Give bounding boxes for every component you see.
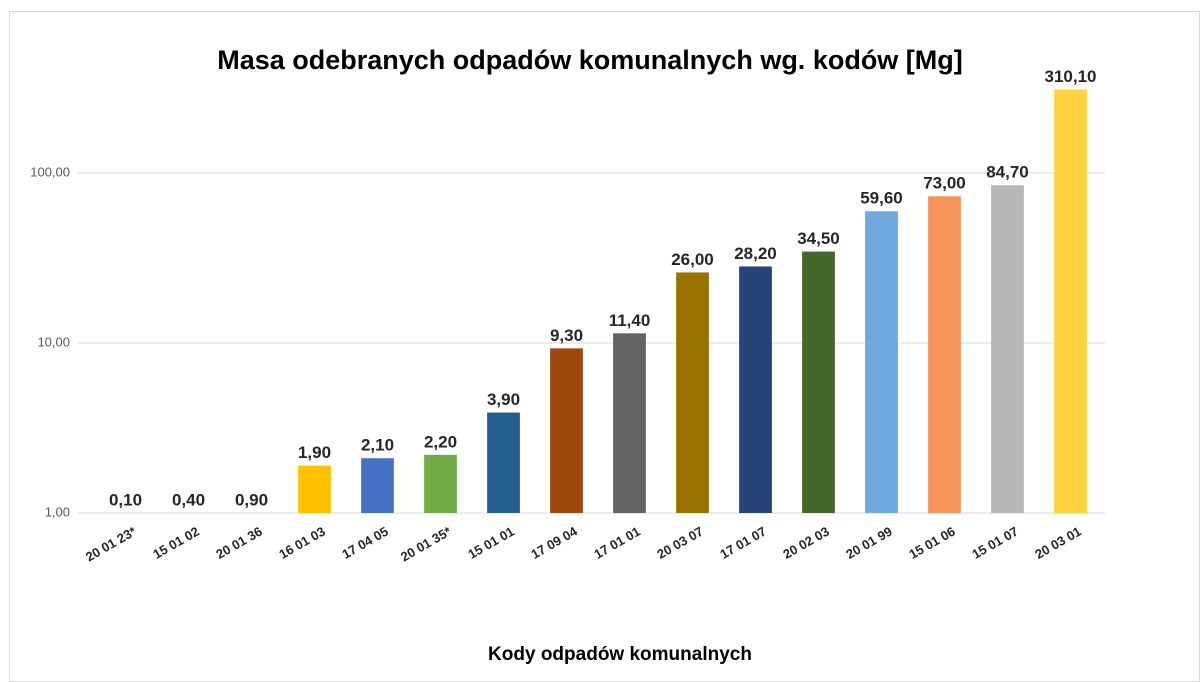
value-label: 0,90 bbox=[235, 490, 268, 509]
bar bbox=[298, 465, 331, 513]
value-label: 59,60 bbox=[860, 189, 903, 208]
bar bbox=[550, 348, 583, 513]
bar bbox=[991, 185, 1024, 513]
y-tick-label: 100,00 bbox=[30, 164, 70, 179]
bar bbox=[1054, 89, 1087, 513]
bar bbox=[802, 251, 835, 514]
y-tick-label: 1,00 bbox=[45, 504, 70, 519]
value-label: 11,40 bbox=[609, 311, 651, 330]
value-label: 0,10 bbox=[109, 490, 142, 509]
bar bbox=[928, 196, 961, 513]
bar bbox=[613, 333, 646, 513]
bar bbox=[424, 454, 457, 513]
value-label: 3,90 bbox=[487, 390, 520, 409]
value-label: 2,10 bbox=[361, 436, 394, 455]
value-label: 84,70 bbox=[986, 163, 1029, 182]
value-label: 26,00 bbox=[671, 250, 714, 269]
value-label: 0,40 bbox=[172, 490, 205, 509]
value-label: 34,50 bbox=[797, 229, 840, 248]
y-tick-label: 10,00 bbox=[37, 334, 70, 349]
bar bbox=[361, 458, 394, 513]
value-label: 2,20 bbox=[424, 432, 457, 451]
bar bbox=[487, 412, 520, 513]
value-label: 28,20 bbox=[734, 244, 777, 263]
bar bbox=[739, 266, 772, 513]
x-axis-title: Kody odpadów komunalnych bbox=[488, 644, 752, 665]
chart-title: Masa odebranych odpadów komunalnych wg. … bbox=[217, 45, 963, 75]
value-label: 310,10 bbox=[1045, 67, 1097, 86]
bar bbox=[865, 211, 898, 513]
value-label: 1,90 bbox=[298, 443, 331, 462]
bar bbox=[676, 272, 709, 513]
value-label: 9,30 bbox=[550, 326, 583, 345]
value-label: 73,00 bbox=[923, 174, 966, 193]
